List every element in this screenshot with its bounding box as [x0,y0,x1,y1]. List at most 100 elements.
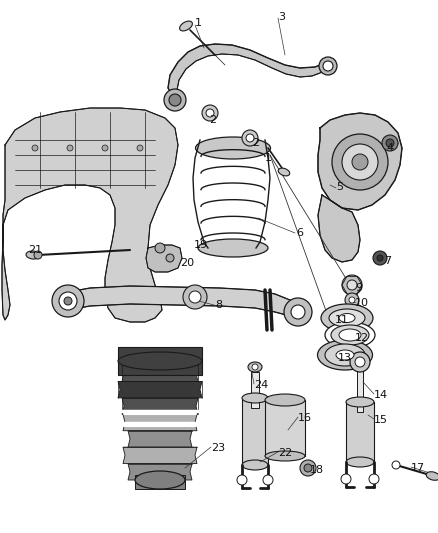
Circle shape [102,145,108,151]
Text: 10: 10 [355,298,369,308]
Text: 18: 18 [310,465,324,475]
Polygon shape [122,398,198,414]
Text: 6: 6 [296,228,303,238]
Ellipse shape [265,451,305,461]
Circle shape [246,134,254,142]
Text: 13: 13 [338,353,352,363]
Ellipse shape [265,394,305,406]
Text: 8: 8 [215,300,222,310]
Polygon shape [128,431,192,447]
Polygon shape [2,108,178,322]
Polygon shape [128,464,192,480]
Ellipse shape [331,325,369,345]
Ellipse shape [195,137,271,159]
Ellipse shape [339,313,355,322]
Polygon shape [168,44,330,100]
Circle shape [355,357,365,367]
Circle shape [252,364,258,370]
Ellipse shape [346,397,374,407]
Circle shape [377,255,383,261]
Ellipse shape [346,457,374,467]
Circle shape [237,475,247,485]
Ellipse shape [325,322,375,348]
Ellipse shape [426,472,438,480]
Circle shape [386,139,394,147]
Text: 23: 23 [211,443,225,453]
Ellipse shape [318,340,372,370]
Text: 17: 17 [411,463,425,473]
Ellipse shape [321,304,373,332]
Polygon shape [123,447,197,464]
Ellipse shape [242,460,268,470]
Ellipse shape [135,471,185,489]
Circle shape [300,460,316,476]
Circle shape [284,298,312,326]
Circle shape [169,94,181,106]
Circle shape [323,61,333,71]
Circle shape [350,352,370,372]
Polygon shape [68,286,298,322]
Circle shape [349,297,355,303]
Circle shape [345,293,359,307]
Circle shape [369,474,379,484]
Polygon shape [318,195,360,262]
Polygon shape [146,245,182,272]
Bar [242,398,268,465]
Circle shape [304,464,312,472]
Circle shape [342,275,362,295]
Text: 12: 12 [355,333,369,343]
Circle shape [392,461,400,469]
Ellipse shape [339,329,361,341]
Text: 5: 5 [336,182,343,192]
Text: 4: 4 [386,143,393,153]
Ellipse shape [26,251,40,259]
Circle shape [382,135,398,151]
Text: 11: 11 [335,315,349,325]
Bar [357,370,363,412]
Ellipse shape [242,393,268,403]
Ellipse shape [336,350,354,360]
Circle shape [59,292,77,310]
Text: 2: 2 [252,138,259,148]
Circle shape [347,280,357,290]
Circle shape [67,145,73,151]
Circle shape [164,89,186,111]
Circle shape [183,285,207,309]
Polygon shape [318,113,402,210]
Circle shape [64,297,72,305]
Circle shape [242,130,258,146]
Circle shape [342,144,378,180]
Circle shape [52,285,84,317]
Text: 3: 3 [278,12,285,22]
Circle shape [34,251,42,259]
Ellipse shape [198,239,268,257]
Circle shape [32,145,38,151]
Bar [346,402,374,462]
Text: 24: 24 [254,380,268,390]
Polygon shape [118,382,202,398]
Text: 16: 16 [298,413,312,423]
Circle shape [341,474,351,484]
Text: 21: 21 [28,245,42,255]
Circle shape [373,251,387,265]
Ellipse shape [329,309,365,327]
Circle shape [291,305,305,319]
Text: 22: 22 [278,448,292,458]
Text: 15: 15 [374,415,388,425]
Circle shape [319,57,337,75]
Text: 14: 14 [374,390,388,400]
Bar [118,347,202,375]
Polygon shape [123,414,197,431]
Ellipse shape [278,168,290,176]
Circle shape [155,243,165,253]
Circle shape [189,291,201,303]
Text: 19: 19 [194,240,208,250]
Ellipse shape [325,344,365,366]
Bar [265,400,305,456]
Text: 20: 20 [180,258,194,268]
Bar [251,372,259,408]
Ellipse shape [180,21,192,31]
Text: 1: 1 [195,18,202,28]
Bar [135,475,185,489]
Circle shape [202,105,218,121]
